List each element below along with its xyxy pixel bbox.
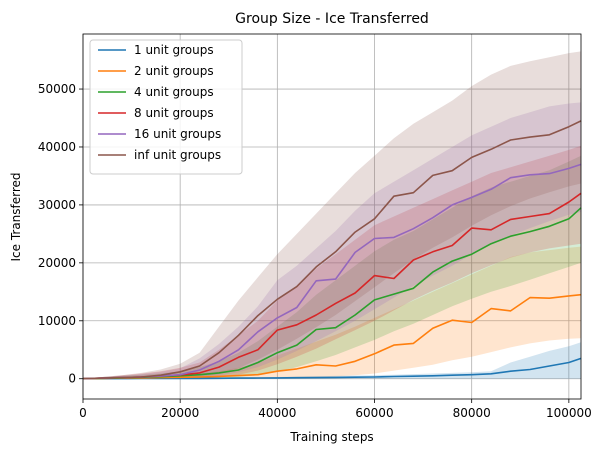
x-tick-label: 40000 [258, 406, 296, 420]
x-tick-label: 60000 [355, 406, 393, 420]
legend-label: 8 unit groups [134, 106, 214, 120]
chart-title: Group Size - Ice Transferred [235, 11, 429, 27]
legend-label: 16 unit groups [134, 127, 221, 141]
legend-label: 4 unit groups [134, 85, 214, 99]
line-series-4 [82, 163, 582, 380]
y-tick-label: 20000 [38, 256, 76, 270]
legend-box [89, 39, 243, 175]
y-axis-label: Ice Transferred [9, 172, 23, 261]
x-tick-label: 100000 [546, 406, 592, 420]
line-series-0 [83, 357, 582, 380]
line-series-5 [82, 120, 582, 380]
band-series-5 [83, 51, 581, 379]
band-series-0 [83, 342, 581, 379]
y-tick-label: 30000 [38, 198, 76, 212]
y-tick-label: 0 [68, 372, 76, 386]
x-tick-label: 20000 [161, 406, 199, 420]
y-tick-label: 10000 [38, 314, 76, 328]
line-series-1 [82, 293, 582, 380]
legend-label: 1 unit groups [134, 43, 214, 57]
legend-label: 2 unit groups [134, 64, 214, 78]
y-tick-label: 40000 [38, 140, 76, 154]
x-axis-label: Training steps [289, 430, 373, 444]
legend: 1 unit groups 2 unit groups 4 unit groups 8… [89, 39, 243, 175]
x-tick-label: 0 [79, 406, 87, 420]
x-axis-ticks: 0 20000 40000 60000 80000 100000 [79, 399, 592, 420]
x-tick-label: 80000 [453, 406, 491, 420]
band-series-1 [83, 246, 581, 379]
legend-label: inf unit groups [134, 148, 221, 162]
plot-frame [82, 33, 582, 400]
band-series-4 [83, 102, 581, 379]
y-axis-ticks: 0 10000 20000 30000 40000 50000 [38, 82, 83, 386]
series-lines [82, 120, 582, 380]
band-series-2 [83, 155, 581, 379]
y-tick-label: 50000 [38, 82, 76, 96]
